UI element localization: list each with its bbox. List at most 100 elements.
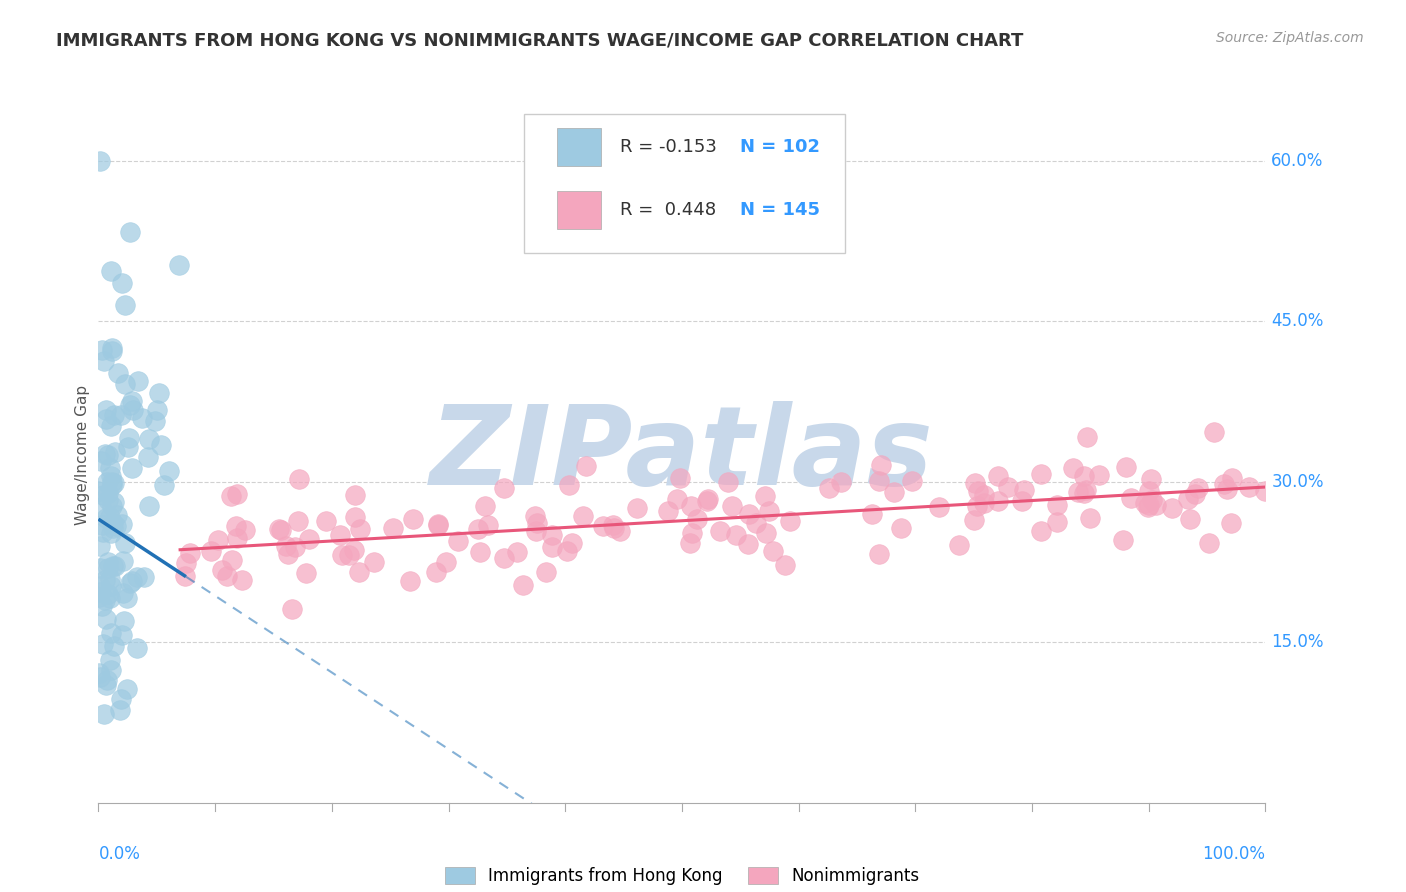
Point <box>337 549 360 563</box>
Point <box>215 569 238 583</box>
Point <box>492 551 515 566</box>
Point <box>96 475 118 490</box>
Point <box>626 500 648 515</box>
Point <box>1121 491 1143 505</box>
Point <box>344 488 367 502</box>
Point <box>524 524 547 539</box>
Point <box>108 703 131 717</box>
Point <box>226 531 249 545</box>
Point <box>477 518 499 533</box>
Point <box>226 487 249 501</box>
Point <box>526 516 548 530</box>
Point <box>512 577 534 591</box>
Point <box>1253 483 1275 498</box>
Point <box>1137 498 1160 512</box>
Point <box>427 516 450 531</box>
Point <box>883 485 905 500</box>
Y-axis label: Wage/Income Gap: Wage/Income Gap <box>75 384 90 525</box>
Point <box>1187 481 1209 495</box>
Point <box>347 565 370 579</box>
Point <box>900 474 922 488</box>
Point <box>762 543 785 558</box>
Point <box>231 573 253 587</box>
Point <box>818 481 841 495</box>
Point <box>97 555 120 569</box>
Point <box>100 625 122 640</box>
Point <box>127 641 149 656</box>
Point <box>709 524 731 538</box>
Point <box>91 637 114 651</box>
Text: 60.0%: 60.0% <box>1271 152 1323 169</box>
Point <box>91 525 114 540</box>
Point <box>754 489 776 503</box>
Point <box>114 377 136 392</box>
Point <box>329 527 352 541</box>
Point <box>89 540 111 554</box>
Point <box>665 491 688 506</box>
Point <box>90 500 112 514</box>
Point <box>381 521 404 535</box>
Point <box>575 458 598 473</box>
Point <box>111 628 134 642</box>
Text: 30.0%: 30.0% <box>1271 473 1323 491</box>
Point <box>96 673 118 688</box>
Point <box>207 533 229 547</box>
Point <box>89 153 111 168</box>
Point <box>101 341 124 355</box>
Point <box>93 354 115 368</box>
Point <box>696 491 718 506</box>
Point <box>98 510 121 524</box>
Point <box>89 670 111 684</box>
Point <box>287 514 309 528</box>
Point <box>114 536 136 550</box>
Point <box>105 508 128 523</box>
Point <box>869 474 891 488</box>
Point <box>115 682 138 697</box>
Point <box>737 537 759 551</box>
Point <box>1062 460 1084 475</box>
Point <box>136 450 159 464</box>
Point <box>157 464 180 478</box>
Point <box>101 477 124 491</box>
Point <box>96 402 118 417</box>
Point <box>150 438 173 452</box>
Point <box>717 475 740 490</box>
Point <box>973 488 995 502</box>
Point <box>427 518 450 533</box>
Point <box>121 461 143 475</box>
Point <box>987 493 1010 508</box>
Point <box>121 403 143 417</box>
Point <box>696 494 718 508</box>
Point <box>602 518 624 533</box>
Point <box>997 480 1019 494</box>
Point <box>101 516 124 531</box>
Point <box>657 504 679 518</box>
FancyBboxPatch shape <box>557 191 602 228</box>
Point <box>1080 511 1102 525</box>
Point <box>779 514 801 528</box>
Point <box>434 555 457 569</box>
Point <box>963 513 986 527</box>
Point <box>720 500 742 514</box>
Point <box>1029 524 1052 539</box>
Point <box>121 574 143 588</box>
Point <box>1177 492 1199 507</box>
Point <box>107 366 129 380</box>
Point <box>90 343 112 357</box>
Point <box>1144 498 1167 512</box>
Point <box>270 523 292 537</box>
Point <box>1073 486 1095 500</box>
Point <box>233 523 256 537</box>
Point <box>97 485 120 500</box>
Point <box>100 663 122 677</box>
Point <box>93 488 115 502</box>
Point <box>104 558 127 573</box>
FancyBboxPatch shape <box>524 114 845 253</box>
Legend: Immigrants from Hong Kong, Nonimmigrants: Immigrants from Hong Kong, Nonimmigrants <box>444 867 920 885</box>
Point <box>681 500 703 514</box>
Point <box>101 521 124 535</box>
Point <box>221 553 243 567</box>
Point <box>987 469 1010 483</box>
Point <box>118 575 141 590</box>
Point <box>561 536 583 550</box>
